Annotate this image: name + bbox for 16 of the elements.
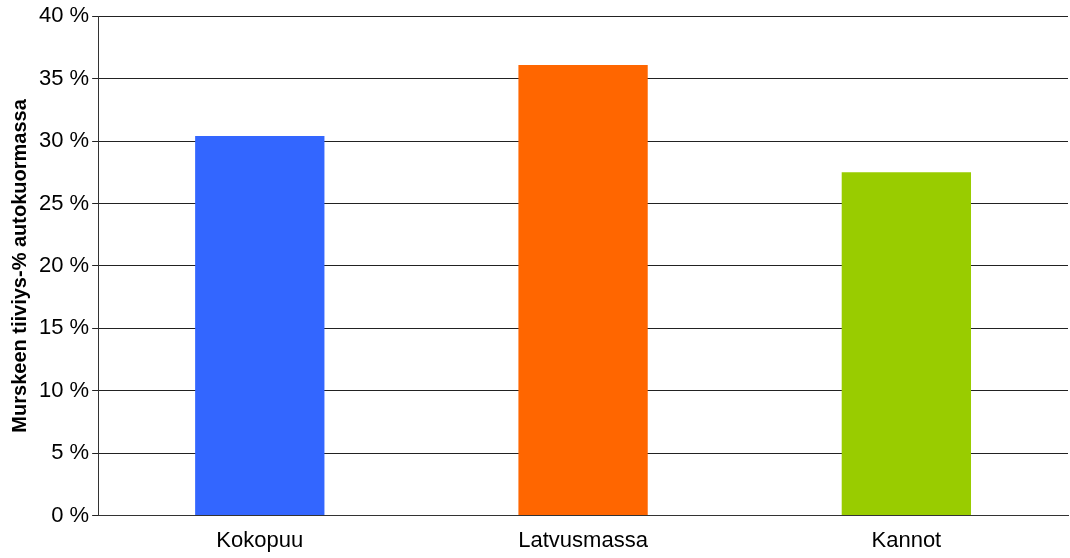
y-tick-label: 25 % xyxy=(38,189,90,215)
bar xyxy=(195,136,325,516)
y-tick-label: 10 % xyxy=(38,376,90,402)
y-tick-label: 20 % xyxy=(38,251,90,277)
x-tick-label: Kokopuu xyxy=(216,526,304,552)
y-tick-label: 40 % xyxy=(38,2,90,28)
y-tick-label: 35 % xyxy=(38,64,90,90)
bar xyxy=(841,172,972,516)
y-axis-title: Murskeen tiiviys-% autokuormassa xyxy=(7,98,30,433)
y-tick-label: 30 % xyxy=(38,127,90,153)
x-tick-label: Kannot xyxy=(871,526,942,552)
y-tick-label: 15 % xyxy=(38,314,90,340)
x-tick-label: Latvusmassa xyxy=(518,526,649,552)
y-tick-label: 5 % xyxy=(51,439,90,465)
y-tick-label: 0 % xyxy=(51,501,90,527)
bar xyxy=(518,64,648,516)
